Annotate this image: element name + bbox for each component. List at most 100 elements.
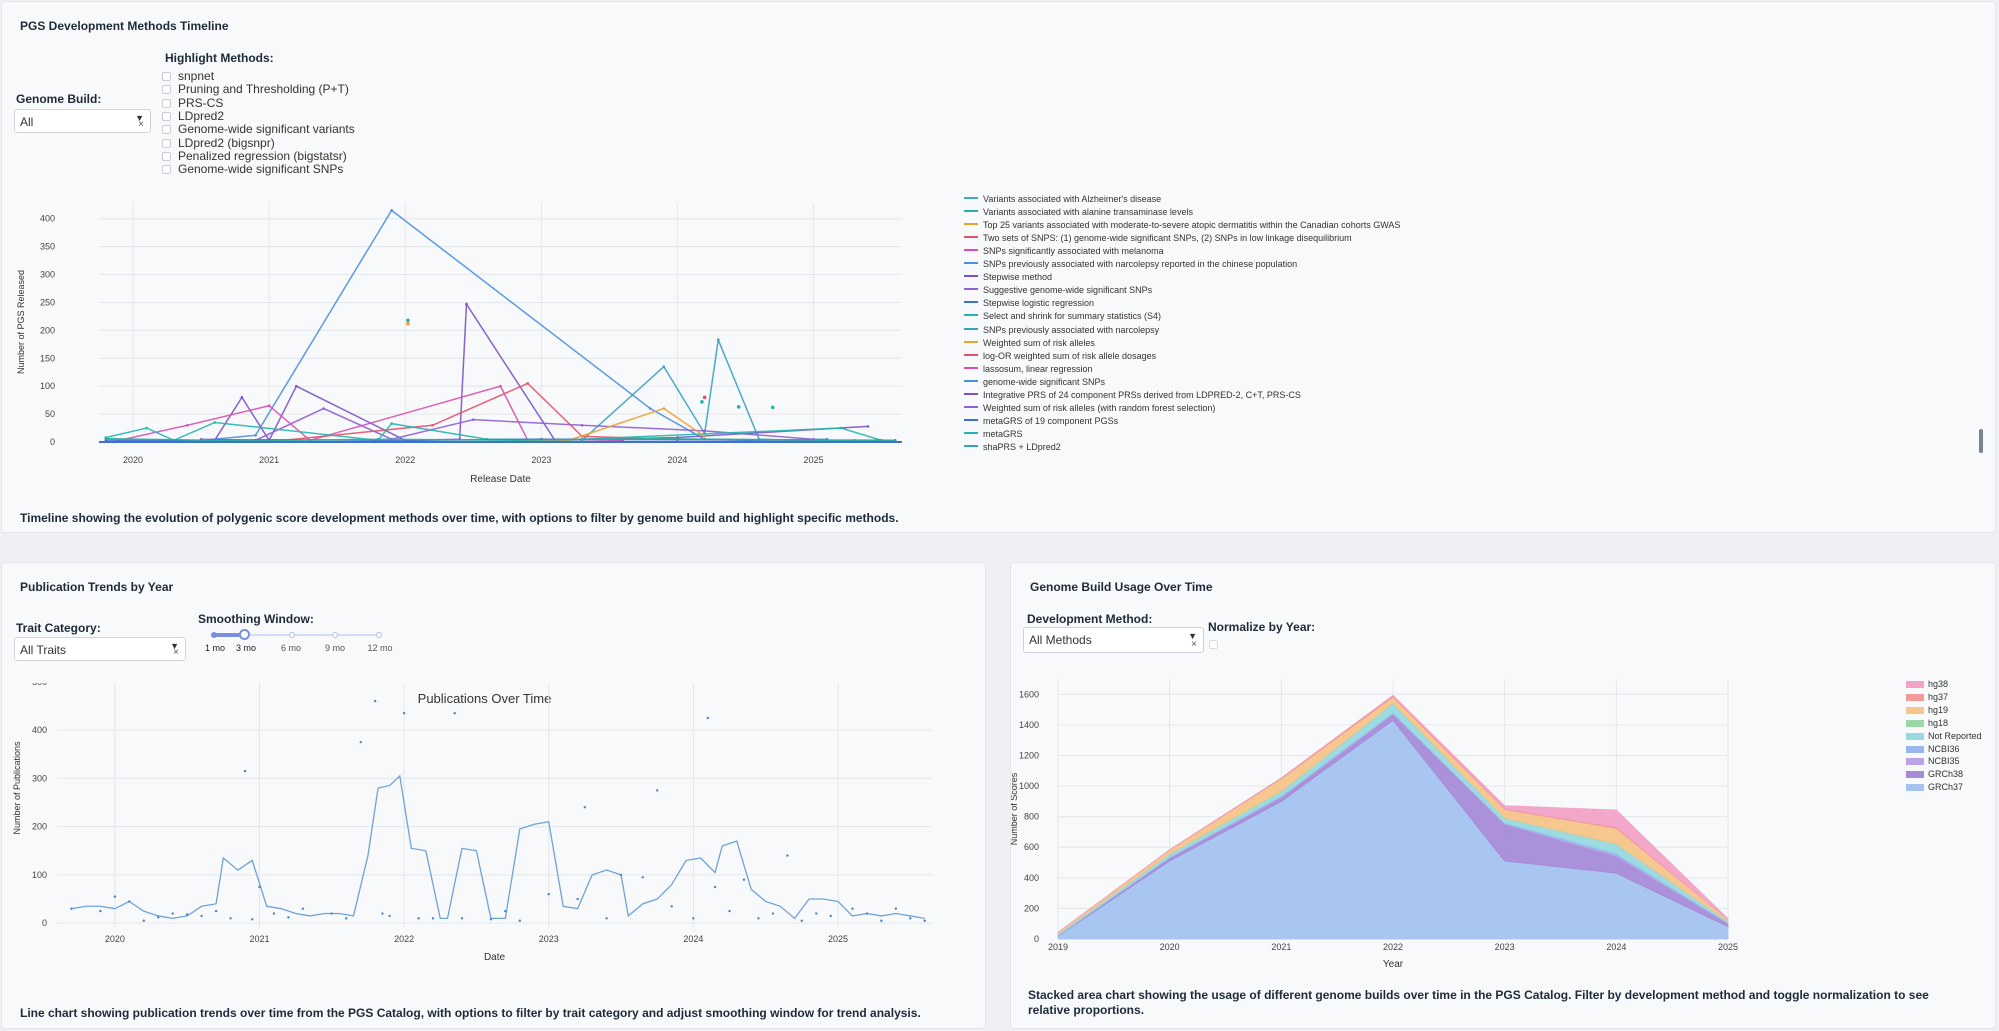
- x-tick-label: 2023: [1495, 942, 1515, 952]
- monthly-count-point: [692, 917, 695, 920]
- legend-item[interactable]: Variants associated with Alzheimer's dis…: [964, 194, 1161, 204]
- clear-icon[interactable]: ×: [1191, 639, 1197, 650]
- chart-title: Publications Over Time: [418, 691, 552, 706]
- highlight-methods-label: Highlight Methods:: [165, 51, 274, 65]
- highlight-method-option[interactable]: snpnet: [162, 70, 214, 83]
- checkbox[interactable]: [162, 72, 171, 81]
- smoothing-slider[interactable]: [211, 629, 384, 640]
- monthly-count-point: [576, 897, 579, 901]
- slider-dot: [376, 632, 382, 638]
- monthly-count-point: [771, 912, 775, 915]
- monthly-count-point: [431, 917, 435, 920]
- checkbox[interactable]: [162, 165, 171, 175]
- highlight-method-option[interactable]: PRS-CS: [162, 96, 223, 110]
- checkbox[interactable]: [162, 85, 171, 95]
- smoothing-window-label: Smoothing Window:: [198, 612, 314, 626]
- highlight-method-option[interactable]: LDpred2: [162, 109, 224, 123]
- highlight-method-option[interactable]: Pruning and Thresholding (P+T): [162, 83, 349, 96]
- slider-fill: [214, 633, 245, 637]
- legend-swatch: [964, 379, 978, 382]
- normalize-checkbox[interactable]: [1209, 640, 1218, 649]
- legend-item[interactable]: hg38: [1906, 679, 1948, 689]
- legend-label: log-OR weighted sum of risk allele dosag…: [983, 350, 1157, 361]
- monthly-count-point: [251, 918, 254, 921]
- slider-dot: [332, 632, 338, 638]
- legend-item[interactable]: SNPs previously associated with narcolep…: [964, 259, 1297, 269]
- data-point: [700, 400, 704, 404]
- x-tick-label: 2024: [1606, 942, 1626, 952]
- y-tick-label: 150: [40, 353, 55, 363]
- timeline-card: PGS Development Methods Timeline Genome …: [1, 1, 1996, 533]
- highlight-method-option[interactable]: LDpred2 (bigsnpr): [162, 136, 275, 150]
- data-point: [839, 426, 843, 430]
- legend-item[interactable]: Stepwise method: [964, 272, 1052, 282]
- publications-card: Publication Trends by Year Trait Categor…: [1, 562, 986, 1029]
- slider-handle[interactable]: [239, 629, 250, 640]
- legend-item[interactable]: Top 25 variants associated with moderate…: [964, 220, 1400, 230]
- legend-item[interactable]: Weighted sum of risk alleles (with rando…: [964, 403, 1215, 413]
- clear-icon[interactable]: ×: [173, 647, 179, 658]
- development-method-dropdown[interactable]: All Methods ▼ ×: [1023, 627, 1204, 653]
- legend-label: shaPRS + LDpred2: [983, 441, 1061, 452]
- y-tick-label: 400: [40, 214, 55, 224]
- legend-item[interactable]: Not Reported: [1906, 731, 1982, 741]
- legend-item[interactable]: Integrative PRS of 24 component PRSs der…: [964, 390, 1301, 400]
- legend-item[interactable]: lassosum, linear regression: [964, 364, 1093, 374]
- legend-item[interactable]: Stepwise logistic regression: [964, 298, 1094, 308]
- highlight-method-option[interactable]: Genome-wide significant variants: [162, 123, 355, 136]
- legend-item[interactable]: GRCh38: [1906, 769, 1963, 779]
- legend-item[interactable]: log-OR weighted sum of risk allele dosag…: [964, 351, 1156, 361]
- highlight-method-option[interactable]: Penalized regression (bigstatsr): [162, 149, 347, 163]
- legend-item[interactable]: hg37: [1906, 692, 1948, 702]
- checkbox[interactable]: [162, 151, 171, 161]
- legend-item[interactable]: Two sets of SNPS: (1) genome-wide signif…: [964, 233, 1352, 243]
- data-point: [648, 437, 652, 440]
- x-tick-label: 2022: [1383, 942, 1403, 952]
- legend-item[interactable]: hg18: [1906, 718, 1948, 728]
- monthly-count-point: [287, 916, 290, 919]
- legend-item[interactable]: Select and shrink for summary statistics…: [964, 311, 1161, 321]
- legend-scrollbar[interactable]: [1979, 429, 1983, 453]
- checkbox[interactable]: [162, 125, 171, 135]
- legend-item[interactable]: genome-wide significant SNPs: [964, 377, 1105, 387]
- legend-item[interactable]: SNPs significantly associated with melan…: [964, 246, 1164, 256]
- chevron-down-icon[interactable]: ▼: [170, 641, 179, 651]
- data-point: [465, 302, 468, 306]
- legend-item[interactable]: hg19: [1906, 705, 1948, 715]
- monthly-count-point: [583, 806, 587, 809]
- highlight-method-option[interactable]: Genome-wide significant SNPs: [162, 163, 343, 176]
- monthly-count-point: [619, 873, 623, 877]
- legend-item[interactable]: metaGRS of 19 component PGSs: [964, 416, 1118, 426]
- monthly-count-point: [605, 917, 608, 920]
- trait-category-dropdown[interactable]: All Traits ▼ ×: [14, 637, 186, 661]
- data-point: [376, 437, 380, 441]
- clear-icon[interactable]: ×: [138, 119, 144, 130]
- legend-item[interactable]: SNPs previously associated with narcolep…: [964, 325, 1159, 335]
- chevron-down-icon[interactable]: ▼: [1188, 631, 1197, 641]
- chevron-down-icon[interactable]: ▼: [135, 113, 144, 123]
- data-point: [716, 338, 720, 342]
- legend-item[interactable]: Suggestive genome-wide significant SNPs: [964, 285, 1152, 295]
- legend-swatch: [1906, 784, 1924, 792]
- legend-item[interactable]: NCBI35: [1906, 756, 1960, 766]
- checkbox[interactable]: [162, 138, 171, 148]
- legend-item[interactable]: Variants associated with alanine transam…: [964, 207, 1193, 217]
- genome-build-card: Genome Build Usage Over Time Development…: [1010, 562, 1996, 1029]
- legend-item[interactable]: GRCh37: [1906, 782, 1963, 792]
- legend-item[interactable]: NCBI36: [1906, 744, 1960, 754]
- genome-build-dropdown[interactable]: All ▼ ×: [14, 109, 151, 133]
- legend-item[interactable]: shaPRS + LDpred2: [964, 442, 1061, 452]
- legend-item[interactable]: Weighted sum of risk alleles: [964, 338, 1095, 348]
- checkbox[interactable]: [162, 98, 171, 108]
- y-tick-label: 200: [40, 325, 55, 335]
- x-tick-label: 2025: [804, 455, 824, 465]
- data-point: [702, 395, 707, 400]
- legend-label: metaGRS of 19 component PGSs: [983, 415, 1119, 426]
- legend-swatch: [1906, 719, 1924, 727]
- legend-label: Integrative PRS of 24 component PRSs der…: [983, 389, 1301, 400]
- checkbox[interactable]: [162, 111, 171, 121]
- legend-swatch: [964, 405, 978, 408]
- y-tick-label: 250: [40, 297, 55, 307]
- legend-item[interactable]: metaGRS: [964, 429, 1023, 439]
- data-point: [240, 396, 244, 399]
